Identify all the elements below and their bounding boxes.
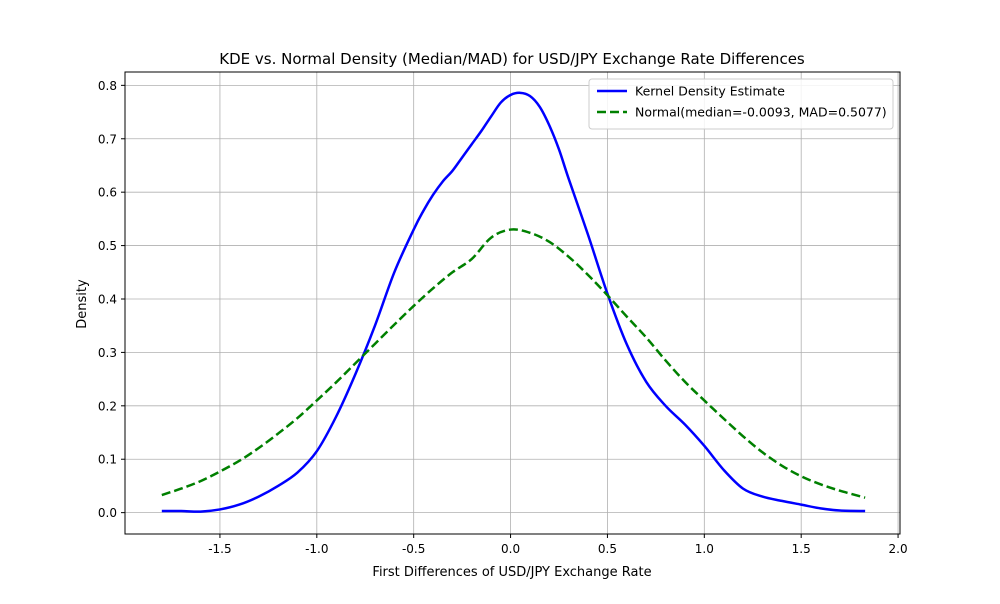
y-tick-label: 0.6 — [98, 186, 117, 200]
y-tick-label: 0.2 — [98, 399, 117, 413]
x-axis-ticks: -1.5 -1.0 -0.5 0.0 0.5 1.0 1.5 2.0 — [208, 534, 908, 556]
x-tick-label: 1.5 — [792, 542, 811, 556]
x-tick-label: 0.5 — [598, 542, 617, 556]
x-tick-label: 0.0 — [501, 542, 520, 556]
x-axis-label: First Differences of USD/JPY Exchange Ra… — [372, 565, 651, 580]
y-tick-label: 0.4 — [98, 292, 117, 306]
y-axis-label: Density — [75, 279, 90, 329]
series-layer — [161, 91, 866, 513]
legend-label-kde: Kernel Density Estimate — [635, 84, 785, 99]
x-tick-label: 2.0 — [889, 542, 908, 556]
chart-title: KDE vs. Normal Density (Median/MAD) for … — [219, 50, 805, 68]
y-tick-label: 0.5 — [98, 239, 117, 253]
y-tick-label: 0.8 — [98, 79, 117, 93]
y-tick-label: 0.7 — [98, 132, 117, 146]
y-tick-label: 0.1 — [98, 453, 117, 467]
legend-label-normal: Normal(median=-0.0093, MAD=0.5077) — [635, 105, 887, 120]
y-axis-ticks: 0.0 0.1 0.2 0.3 0.4 0.5 0.6 0.7 0.8 — [98, 79, 125, 520]
x-tick-label: -0.5 — [402, 542, 425, 556]
plot-frame — [124, 71, 901, 535]
y-tick-label: 0.3 — [98, 346, 117, 360]
x-tick-label: -1.5 — [208, 542, 231, 556]
legend: Kernel Density Estimate Normal(median=-0… — [588, 78, 894, 130]
x-tick-label: -1.0 — [305, 542, 328, 556]
x-tick-label: 1.0 — [695, 542, 714, 556]
normal-curve — [161, 228, 866, 499]
kde-curve — [161, 91, 866, 513]
y-tick-label: 0.0 — [98, 506, 117, 520]
legend-box — [588, 78, 894, 130]
